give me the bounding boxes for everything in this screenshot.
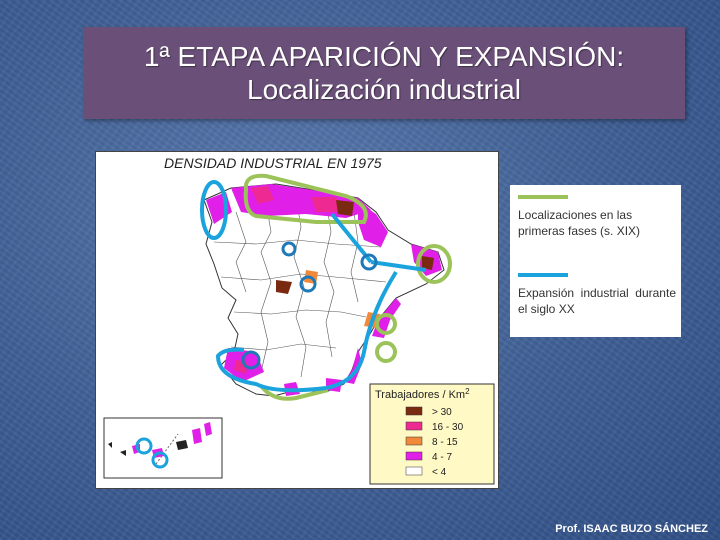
legend-label: 16 - 30 (432, 422, 464, 433)
title-banner: 1ª ETAPA APARICIÓN Y EXPANSIÓN: Localiza… (83, 27, 685, 119)
early-key-line (518, 195, 568, 199)
title-line-2: Localización industrial (247, 74, 521, 105)
early-location-marks (243, 173, 452, 401)
svg-text:Trabajadores / Km2: Trabajadores / Km2 (375, 387, 470, 401)
expansion-points (241, 241, 378, 370)
map-heading: DENSIDAD INDUSTRIAL EN 1975 (164, 155, 382, 171)
density-legend: Trabajadores / Km2 > 30 16 - 30 8 - 15 4… (369, 383, 495, 485)
legend-label: < 4 (432, 467, 447, 478)
map-svg: DENSIDAD INDUSTRIAL EN 1975 (103, 155, 495, 485)
legend-row: 16 - 30 (405, 421, 464, 433)
expansion-key-line (518, 273, 568, 277)
legend-label: 8 - 15 (432, 437, 458, 448)
legend-label: 4 - 7 (432, 452, 452, 463)
author-credit: Prof. ISAAC BUZO SÁNCHEZ (555, 523, 708, 535)
industrial-density-map: DENSIDAD INDUSTRIAL EN 1975 (95, 151, 499, 489)
legend-row: > 30 (405, 406, 452, 418)
expansion-marks (200, 180, 427, 393)
early-key-text: Localizaciones en las primeras fases (s.… (518, 208, 641, 238)
legend-title-sup: 2 (465, 387, 470, 396)
legend-row: < 4 (405, 466, 447, 478)
key-panel: Localizaciones en las primeras fases (s.… (510, 185, 681, 337)
title-line-1: 1ª ETAPA APARICIÓN Y EXPANSIÓN: (143, 41, 625, 72)
province-borders (213, 196, 387, 378)
legend-row: 8 - 15 (405, 436, 458, 448)
legend-title: Trabajadores / Km (375, 389, 465, 401)
legend-label: > 30 (432, 407, 452, 418)
legend-row: 4 - 7 (405, 451, 452, 463)
expansion-key-text: Expansión industrial durante el siglo XX (518, 286, 676, 316)
canary-inset (103, 417, 223, 479)
